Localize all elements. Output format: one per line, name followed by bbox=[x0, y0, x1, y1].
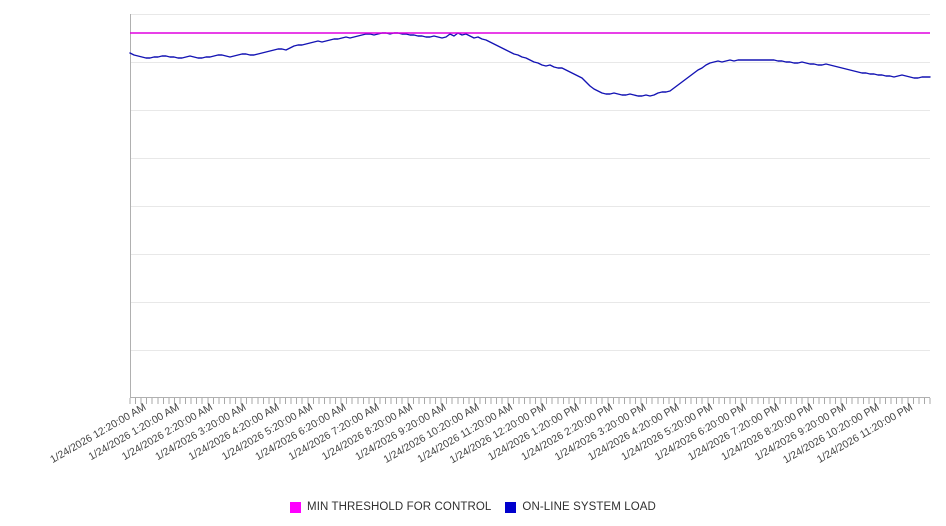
chart-legend: MIN THRESHOLD FOR CONTROL ON-LINE SYSTEM… bbox=[0, 496, 946, 518]
legend-swatch-min-threshold-icon bbox=[290, 501, 302, 513]
legend-label-min-threshold: MIN THRESHOLD FOR CONTROL bbox=[307, 501, 492, 513]
x-axis-labels-group: 1/24/2026 12:20:00 AM1/24/2026 1:20:00 A… bbox=[48, 401, 915, 466]
gridlines-group bbox=[130, 14, 930, 398]
legend-label-online-system-load: ON-LINE SYSTEM LOAD bbox=[522, 501, 656, 513]
legend-item-min-threshold[interactable]: MIN THRESHOLD FOR CONTROL bbox=[290, 501, 491, 513]
legend-item-online-system-load[interactable]: ON-LINE SYSTEM LOAD bbox=[505, 501, 656, 513]
axis-tick-marks bbox=[129, 398, 931, 404]
legend-swatch-online-system-load-icon bbox=[505, 501, 517, 513]
series-line-online-system-load bbox=[129, 32, 931, 97]
